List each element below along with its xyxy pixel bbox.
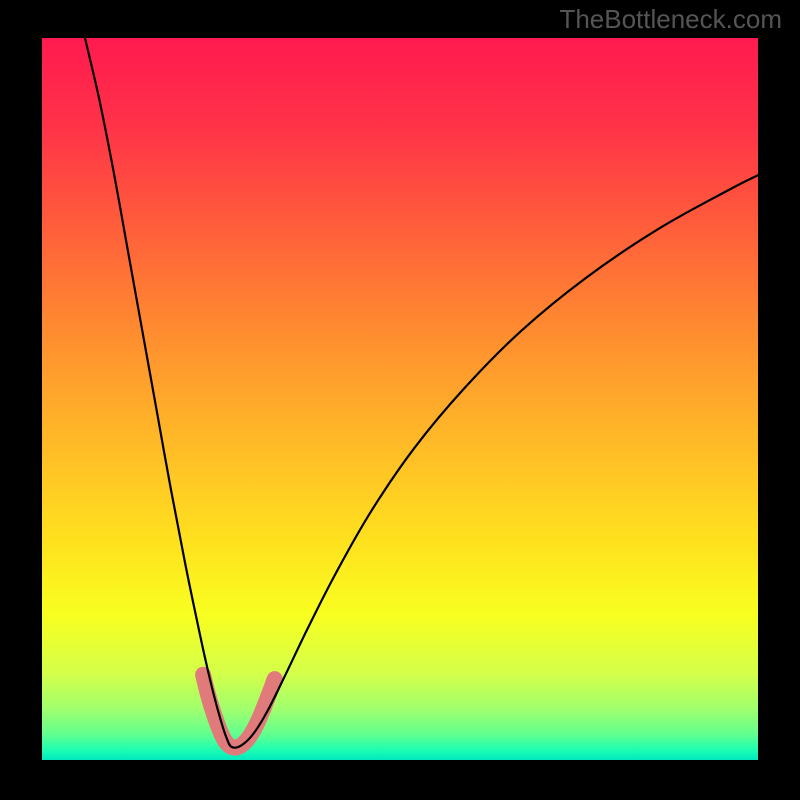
bottleneck-curve [85, 38, 758, 748]
curve-layer [42, 38, 758, 760]
watermark-text: TheBottleneck.com [559, 4, 782, 35]
valley-marker [203, 675, 275, 748]
plot-area [42, 38, 758, 760]
